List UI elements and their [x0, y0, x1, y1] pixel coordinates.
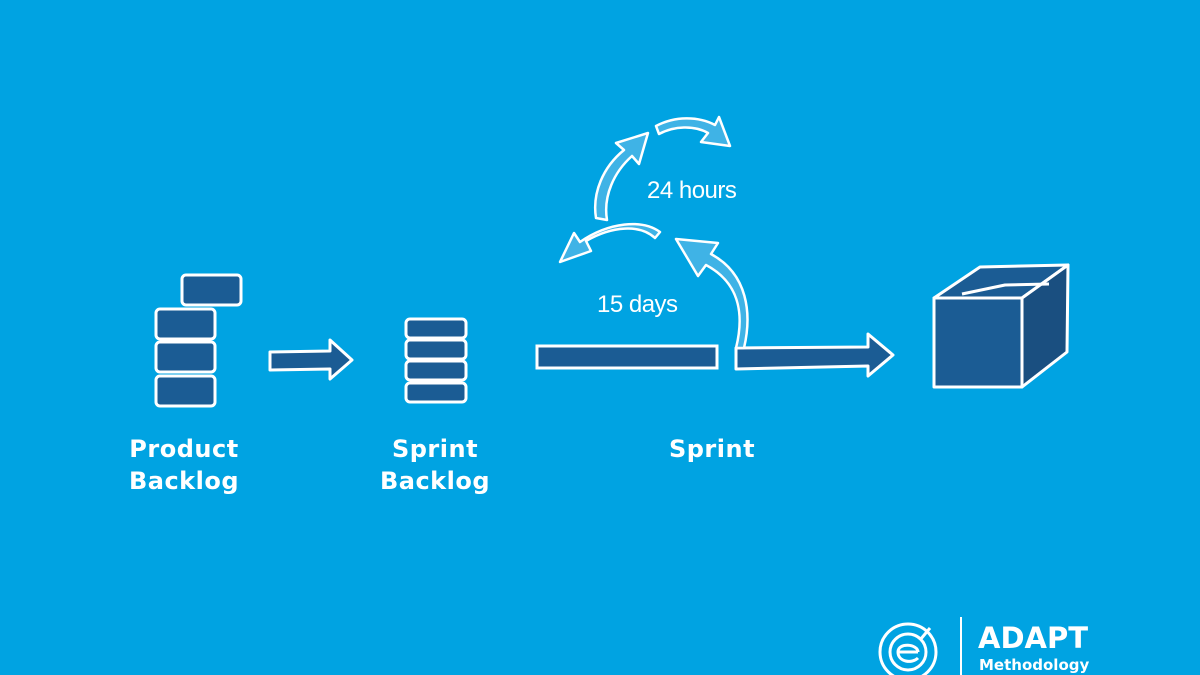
box-front: [932, 296, 1024, 389]
backlog-item: [180, 273, 243, 307]
sprint-backlog-label-line2: Backlog: [379, 467, 491, 495]
sprint-backlog-label-line1: Sprint: [391, 435, 479, 463]
product-backlog-stack-icon: [154, 273, 243, 408]
brand-name: ADAPT: [978, 621, 1088, 655]
arrow-right-icon: [268, 338, 354, 381]
increment-box-icon: [932, 263, 1070, 389]
cycle-arrow-icon: [654, 115, 732, 148]
backlog-item: [154, 374, 217, 408]
cycle-arrow-icon: [558, 222, 662, 264]
sprint-label-text: Sprint: [668, 435, 756, 463]
sprint-backlog-item: [404, 317, 468, 340]
sprint-backlog-item: [404, 381, 468, 404]
cycle-arrow-icon: [674, 237, 749, 350]
product-backlog-label-line2: Backlog: [128, 467, 240, 495]
brand-tagline: Methodology: [979, 656, 1090, 674]
cycle-arrow-icon: [593, 131, 650, 222]
sprint-backlog-stack-icon: [404, 317, 468, 404]
product-backlog-label-line1: Product: [129, 435, 239, 463]
box-tape: [961, 282, 1050, 296]
brand-divider: [960, 617, 962, 675]
sprint-backlog-item: [404, 359, 468, 382]
backlog-item: [154, 340, 217, 374]
sprint-bar-icon: [535, 344, 719, 370]
e-circle-logo-icon: [878, 622, 938, 675]
sprint-length-label: 15 days: [597, 291, 678, 318]
daily-cycle-arrows: [558, 115, 749, 350]
product-backlog-label: Product Backlog: [108, 433, 260, 497]
arrow-right-icon: [734, 332, 895, 378]
backlog-item: [154, 307, 217, 341]
sprint-backlog-item: [404, 338, 468, 361]
daily-cycle-label: 24 hours: [647, 177, 737, 204]
sprint-backlog-label: Sprint Backlog: [362, 433, 508, 497]
sprint-label: Sprint: [652, 433, 772, 465]
